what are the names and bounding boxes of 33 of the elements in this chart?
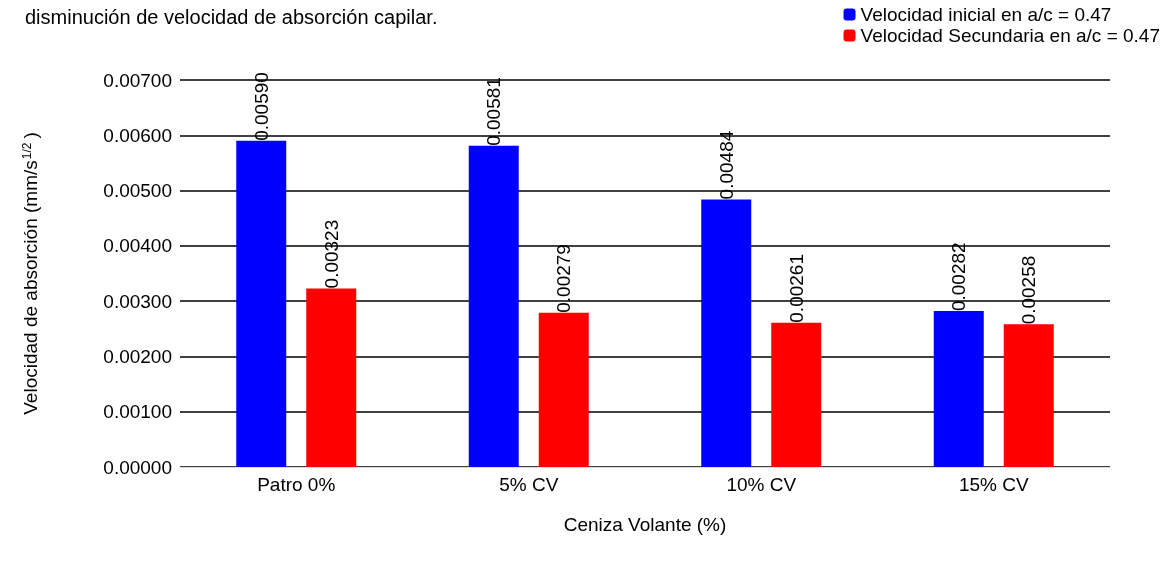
y-tick-label: 0.00100 <box>103 401 172 423</box>
x-axis-title: Ceniza Volante (%) <box>563 514 727 535</box>
bar <box>468 145 519 467</box>
bar <box>933 311 984 467</box>
legend-label: Velocidad Secundaria en a/c = 0.47 <box>860 25 1161 46</box>
data-label: 0.00590 <box>250 72 272 141</box>
data-label: 0.00258 <box>1018 255 1040 325</box>
y-tick-label: 0.00200 <box>103 345 172 367</box>
y-tick-label: 0.00300 <box>103 290 172 312</box>
x-tick-label: 15% CV <box>958 474 1029 495</box>
x-tick-label: 10% CV <box>726 474 797 495</box>
data-label: 0.00581 <box>483 77 505 146</box>
bar <box>771 322 822 467</box>
bar <box>236 140 287 467</box>
bar <box>701 199 752 467</box>
x-tick-label: 5% CV <box>499 474 559 495</box>
bar <box>1003 324 1054 467</box>
legend-label: Velocidad inicial en a/c = 0.47 <box>860 4 1112 25</box>
data-label: 0.00282 <box>948 242 970 312</box>
chart-title: disminución de velocidad de absorción capilar. <box>25 6 438 28</box>
data-label: 0.00323 <box>320 219 342 289</box>
y-tick-label: 0.00600 <box>103 124 172 146</box>
y-tick-label: 0.00700 <box>103 69 172 91</box>
y-tick-label: 0.00500 <box>103 180 172 202</box>
bar <box>306 288 357 467</box>
y-tick-label: 0.00000 <box>103 456 172 478</box>
data-label: 0.00261 <box>785 254 807 323</box>
y-tick-label: 0.00400 <box>103 235 172 257</box>
bar <box>538 312 589 467</box>
x-tick-label: Patro 0% <box>257 474 336 495</box>
y-axis-title: Velocidad de absorción (mm/s1/2) <box>20 132 41 415</box>
data-label: 0.00484 <box>715 130 737 200</box>
data-label: 0.00279 <box>553 244 575 313</box>
